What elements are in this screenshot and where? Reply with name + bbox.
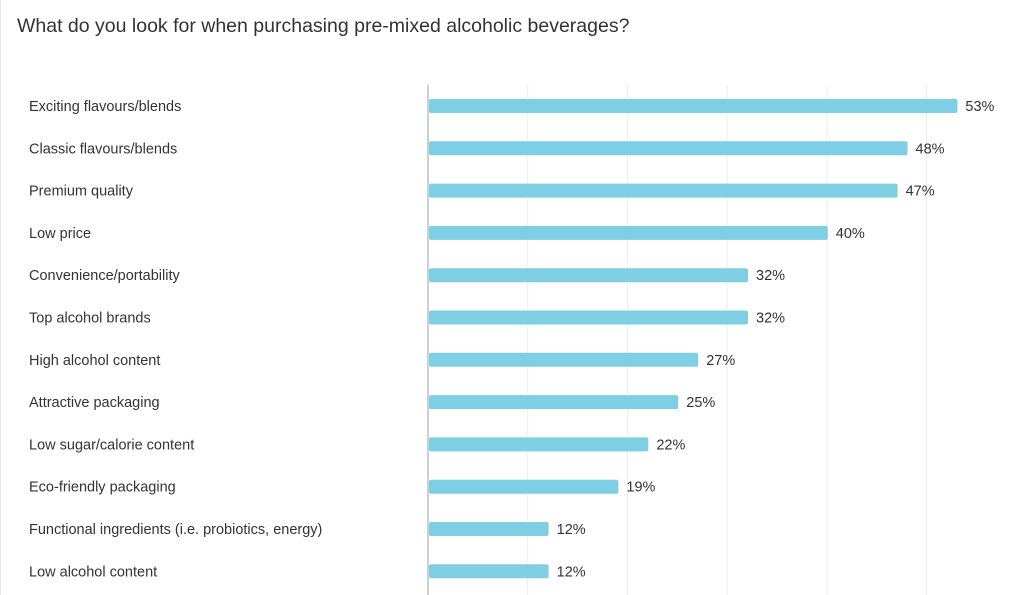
category-label: Attractive packaging — [29, 395, 160, 411]
category-label: Classic flavours/blends — [29, 141, 177, 157]
bar — [429, 183, 898, 198]
bar — [429, 310, 749, 325]
value-label: 19% — [626, 480, 655, 496]
value-label: 27% — [706, 353, 735, 369]
category-label: Eco-friendly packaging — [29, 480, 176, 496]
value-label: 22% — [656, 437, 685, 453]
category-labels: Exciting flavours/blends Classic flavours… — [29, 99, 322, 580]
value-label: 32% — [756, 311, 785, 327]
category-label: Premium quality — [29, 184, 134, 200]
value-label: 47% — [906, 184, 935, 200]
gridlines — [427, 85, 927, 595]
bars — [429, 99, 958, 579]
bar — [429, 268, 749, 283]
bar — [429, 99, 958, 113]
category-label: Low price — [29, 226, 91, 242]
category-label: High alcohol content — [29, 353, 160, 369]
value-label: 40% — [836, 226, 865, 242]
value-label: 32% — [756, 268, 785, 284]
bar — [429, 437, 649, 452]
category-label: Functional ingredients (i.e. probiotics,… — [29, 522, 322, 538]
bar — [429, 479, 619, 494]
bar — [429, 352, 699, 367]
bar — [429, 225, 828, 240]
bar — [429, 564, 549, 579]
bar — [429, 522, 549, 536]
value-label: 48% — [916, 141, 945, 157]
chart-title: What do you look for when purchasing pre… — [17, 15, 630, 37]
value-labels: 53% 48% 47% 40% 32% 32% 27% 25% 22% 19% 12% 12% — [557, 99, 995, 580]
bar — [429, 141, 908, 156]
category-label: Exciting flavours/blends — [29, 99, 181, 115]
category-label: Low alcohol content — [29, 564, 157, 580]
bar — [429, 395, 679, 410]
value-label: 12% — [557, 522, 586, 538]
category-label: Low sugar/calorie content — [29, 437, 194, 453]
value-label: 53% — [965, 99, 994, 115]
category-label: Top alcohol brands — [29, 311, 151, 327]
category-label: Convenience/portability — [29, 268, 180, 284]
value-label: 25% — [686, 395, 715, 411]
value-label: 12% — [557, 564, 586, 580]
